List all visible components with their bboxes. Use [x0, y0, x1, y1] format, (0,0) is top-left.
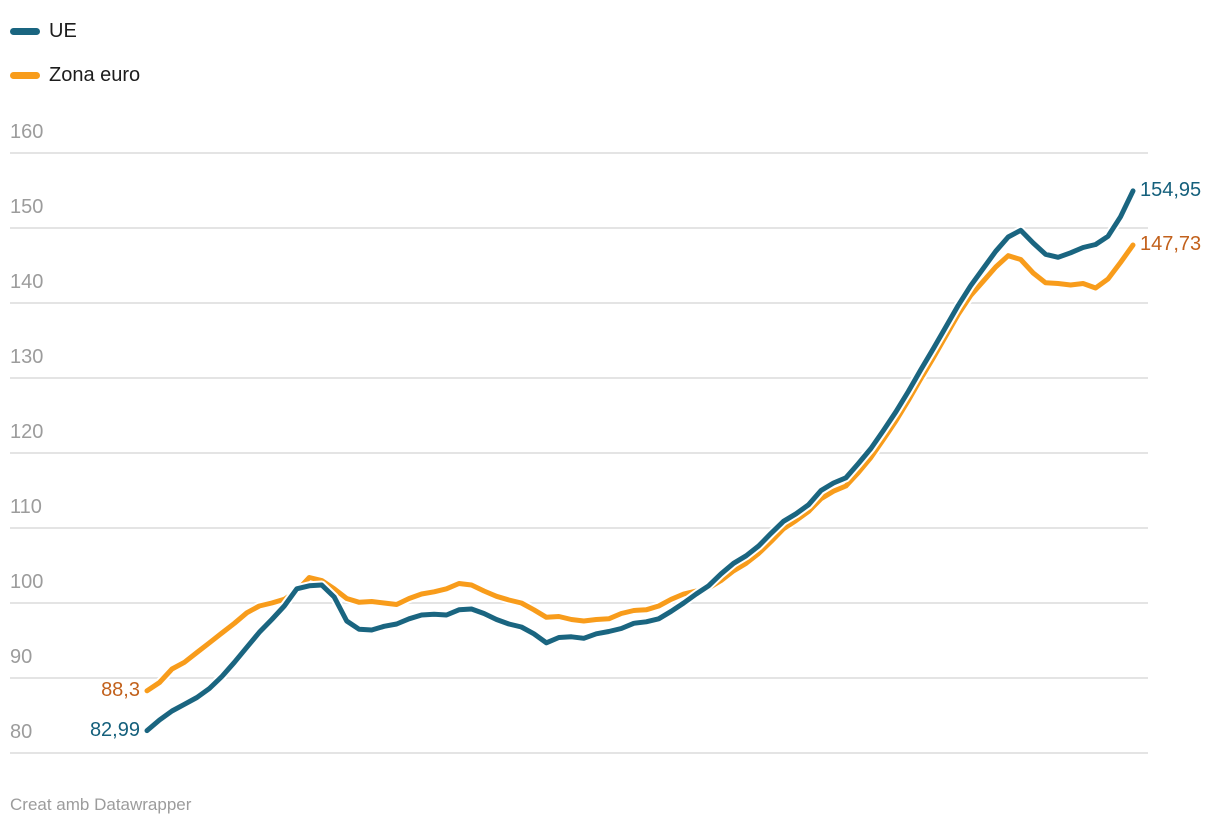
y-tick-label: 110: [10, 496, 42, 518]
y-tick-label: 120: [10, 421, 44, 443]
y-tick-label: 100: [10, 571, 44, 593]
ue-end-value-label: 154,95: [1140, 178, 1202, 201]
legend-item-zona-euro: Zona euro: [10, 65, 140, 85]
y-tick-label: 160: [10, 121, 44, 143]
y-tick-label: 150: [10, 196, 44, 218]
zona-euro-start-value-label: 88,3: [101, 678, 140, 701]
gridlines: [10, 152, 1148, 754]
y-tick-label: 90: [10, 646, 33, 668]
legend-label-ue: UE: [49, 20, 77, 42]
attribution-text: Creat amb Datawrapper: [10, 795, 192, 814]
ue-line-casing: [142, 186, 1138, 736]
zona-euro-line-swatch: [10, 71, 40, 79]
y-tick-label: 130: [10, 346, 44, 368]
ue-start-value-label: 82,99: [89, 718, 140, 741]
zona-euro-line: [144, 242, 1136, 694]
ue-line-swatch: [10, 27, 40, 35]
ue-line: [144, 188, 1136, 734]
y-tick-label: 140: [10, 271, 44, 293]
y-tick-label: 80: [10, 721, 33, 743]
legend-item-ue: UE: [10, 21, 77, 41]
zona-euro-end-value-label: 147,73: [1140, 233, 1202, 256]
legend-label-zona-euro: Zona euro: [49, 64, 141, 86]
